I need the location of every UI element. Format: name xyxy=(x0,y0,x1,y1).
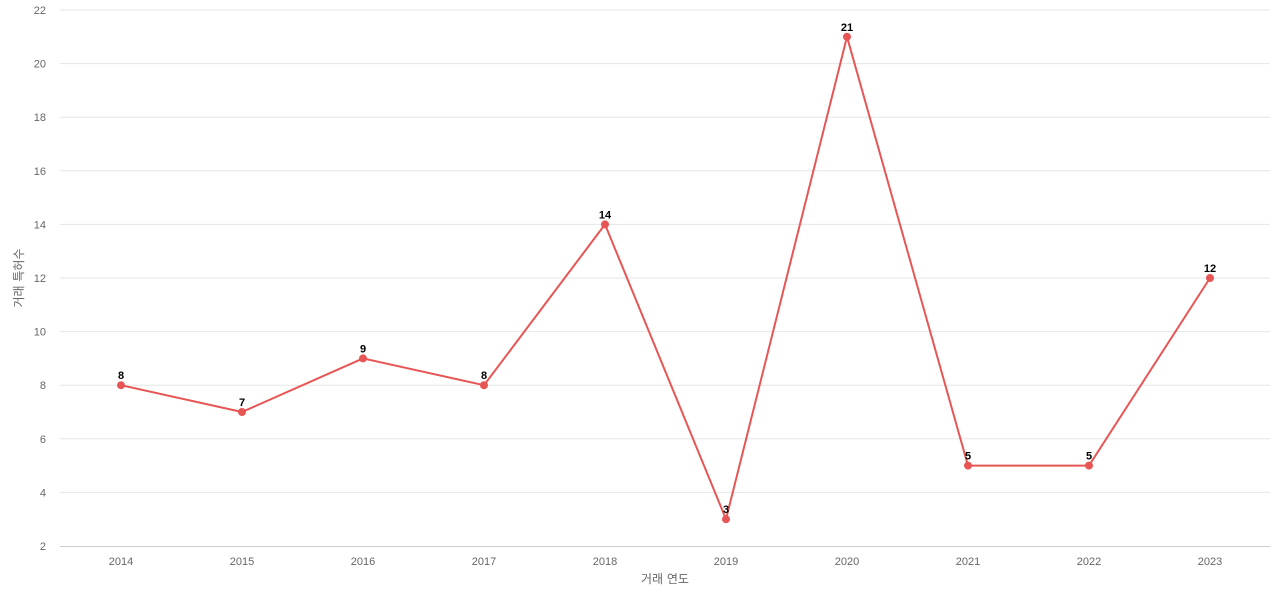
x-tick-label: 2022 xyxy=(1077,556,1101,568)
data-label: 12 xyxy=(1204,263,1216,275)
x-tick-label: 2015 xyxy=(230,556,254,568)
x-tick-label: 2023 xyxy=(1198,556,1222,568)
data-label: 7 xyxy=(239,397,245,409)
y-tick-label: 8 xyxy=(40,380,46,392)
x-tick-label: 2021 xyxy=(956,556,980,568)
x-tick-label: 2016 xyxy=(351,556,375,568)
data-point[interactable] xyxy=(1085,461,1093,470)
x-axis-title: 거래 연도 xyxy=(641,572,689,586)
x-tick-label: 2018 xyxy=(593,556,617,568)
x-tick-label: 2019 xyxy=(714,556,738,568)
data-point[interactable] xyxy=(601,220,609,229)
y-tick-label: 18 xyxy=(34,112,46,124)
series-points xyxy=(117,32,1214,524)
y-tick-label: 14 xyxy=(34,219,46,231)
data-label: 8 xyxy=(481,370,487,382)
series-line xyxy=(120,35,1211,521)
y-axis-title: 거래 특허수 xyxy=(12,248,26,307)
data-label: 9 xyxy=(360,343,366,355)
data-point[interactable] xyxy=(480,381,488,390)
data-point[interactable] xyxy=(843,32,851,41)
y-tick-label: 6 xyxy=(40,434,46,446)
data-label: 5 xyxy=(1086,451,1092,463)
data-point[interactable] xyxy=(1206,274,1214,282)
y-tick-label: 16 xyxy=(34,166,46,178)
y-tick-label: 12 xyxy=(34,273,46,285)
data-point[interactable] xyxy=(359,354,367,363)
data-point[interactable] xyxy=(964,461,972,470)
y-tick-label: 2 xyxy=(40,541,46,553)
data-point[interactable] xyxy=(238,408,246,416)
x-tick-label: 2014 xyxy=(109,556,133,568)
x-tick-label: 2020 xyxy=(835,556,859,568)
data-labels: 8 7 9 8 14 3 21 5 5 12 xyxy=(118,22,1216,516)
x-tick-label: 2017 xyxy=(472,556,496,568)
data-label: 8 xyxy=(118,370,124,382)
y-tick-label: 4 xyxy=(40,487,46,499)
y-tick-label: 22 xyxy=(34,5,46,17)
y-tick-label: 10 xyxy=(34,327,46,339)
y-tick-label: 20 xyxy=(34,59,46,71)
data-point[interactable] xyxy=(117,381,125,390)
data-label: 14 xyxy=(599,209,612,221)
data-label: 5 xyxy=(965,451,971,463)
series-line-path xyxy=(120,35,1211,521)
data-label: 21 xyxy=(841,22,853,34)
y-axis-ticks: 2 4 6 8 10 12 14 16 18 20 22 xyxy=(34,5,46,553)
data-label: 3 xyxy=(723,504,729,516)
gridlines xyxy=(60,9,1270,493)
data-point[interactable] xyxy=(722,515,730,524)
x-axis-ticks: 2014 2015 2016 2017 2018 2019 2020 2021 2022 2023 xyxy=(109,556,1222,568)
